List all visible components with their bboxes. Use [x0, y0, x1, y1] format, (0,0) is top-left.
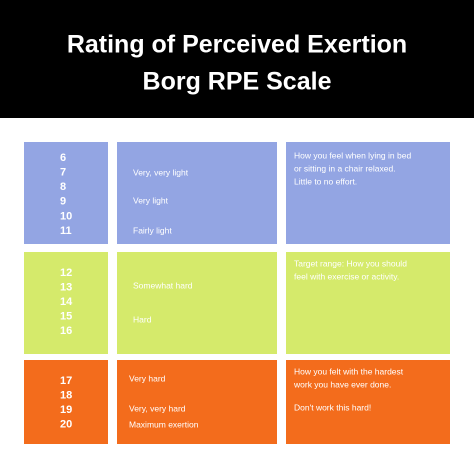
rpe-number: 8 [60, 181, 66, 193]
rpe-number: 17 [60, 375, 72, 387]
table-cell [117, 142, 277, 244]
table-cell [24, 252, 108, 354]
description-line: work you have ever done. [293, 379, 391, 389]
rpe-number: 20 [60, 418, 72, 430]
table-cell [24, 360, 108, 444]
description-line: How you feel when lying in bed [294, 150, 411, 160]
rpe-number: 13 [60, 281, 72, 293]
table-cell [286, 360, 450, 444]
exertion-descriptor: Very light [133, 195, 169, 205]
rpe-number: 10 [60, 210, 72, 222]
rpe-number: 15 [60, 310, 72, 322]
rpe-number: 14 [60, 296, 73, 308]
table-cell [286, 142, 450, 244]
exertion-descriptor: Very hard [129, 373, 166, 383]
description-line: Target range: How you should [294, 258, 407, 268]
exertion-descriptor: Fairly light [133, 225, 172, 235]
table-cell [117, 360, 277, 444]
exertion-descriptor: Maximum exertion [129, 419, 199, 429]
exertion-descriptor: Very, very light [133, 167, 189, 177]
description-line: Don't work this hard! [294, 402, 371, 412]
rpe-number: 9 [60, 196, 66, 208]
rpe-number: 16 [60, 325, 72, 337]
rpe-number: 7 [60, 167, 66, 179]
table-cell [117, 252, 277, 354]
rpe-number: 6 [60, 152, 66, 164]
table-cell [24, 142, 108, 244]
exertion-descriptor: Hard [133, 314, 152, 324]
rpe-number: 18 [60, 389, 72, 401]
rpe-number: 11 [60, 225, 72, 237]
title-line: Rating of Perceived Exertion [67, 31, 407, 59]
description-line: Little to no effort. [294, 176, 357, 186]
table-cell [286, 252, 450, 354]
rpe-number: 19 [60, 404, 72, 416]
header-band [0, 0, 474, 118]
rpe-number: 12 [60, 267, 72, 279]
description-line: or sitting in a chair relaxed. [294, 163, 396, 173]
exertion-descriptor: Somewhat hard [133, 280, 193, 290]
title-line: Borg RPE Scale [143, 68, 332, 96]
description-line: feel with exercise or activity. [294, 271, 399, 281]
exertion-descriptor: Very, very hard [129, 403, 186, 413]
description-line: How you felt with the hardest [294, 366, 404, 376]
